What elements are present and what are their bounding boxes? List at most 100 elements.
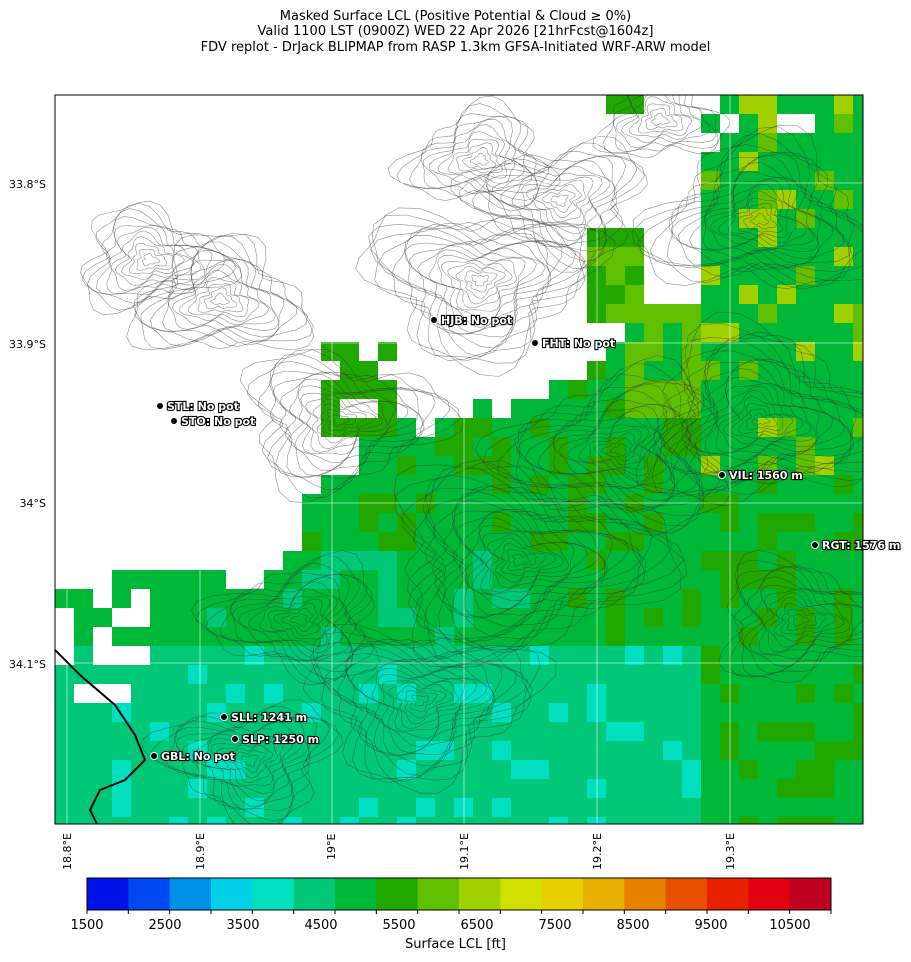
colorbar-swatch	[707, 878, 749, 910]
contour-line	[532, 184, 582, 219]
heatmap-cell	[188, 798, 207, 817]
heatmap-cell	[777, 684, 796, 703]
heatmap-cell	[264, 646, 283, 665]
heatmap-cell	[530, 684, 549, 703]
heatmap-cell	[682, 532, 701, 551]
heatmap-cell	[644, 570, 663, 589]
heatmap-cell	[416, 722, 435, 741]
heatmap-cell	[74, 627, 93, 646]
heatmap-cell	[701, 817, 720, 824]
heatmap-cell	[169, 665, 188, 684]
heatmap-cell	[701, 608, 720, 627]
heatmap-cell	[359, 722, 378, 741]
heatmap-cell	[93, 741, 112, 760]
heatmap-cell	[435, 798, 454, 817]
heatmap-cell	[625, 437, 644, 456]
heatmap-cell	[739, 589, 758, 608]
heatmap-cell	[587, 722, 606, 741]
heatmap-cell	[188, 779, 207, 798]
heatmap-cell	[853, 152, 863, 171]
heatmap-cell	[378, 646, 397, 665]
heatmap-cell	[359, 779, 378, 798]
heatmap-cell	[226, 817, 245, 824]
contour-line	[396, 103, 550, 208]
lon-label-18-8: 18.8°E	[61, 833, 74, 870]
heatmap-cell	[321, 741, 340, 760]
heatmap-cell	[188, 608, 207, 627]
heatmap-cell	[283, 798, 302, 817]
contour-line	[393, 464, 682, 668]
heatmap-cell	[150, 608, 169, 627]
heatmap-cell	[302, 589, 321, 608]
heatmap-cell	[777, 133, 796, 152]
heatmap-cell	[796, 646, 815, 665]
contour-line	[195, 554, 375, 685]
heatmap-cell	[625, 684, 644, 703]
heatmap-cell	[587, 532, 606, 551]
heatmap-cell	[302, 798, 321, 817]
heatmap-cell	[169, 684, 188, 703]
heatmap-cell	[663, 323, 682, 342]
heatmap-cell	[492, 798, 511, 817]
contour-line	[722, 389, 804, 445]
heatmap-cell	[321, 779, 340, 798]
contour-line	[735, 565, 863, 677]
heatmap-cell	[321, 551, 340, 570]
heatmap-cell	[587, 665, 606, 684]
colorbar-tick-9500: 9500	[694, 918, 728, 933]
heatmap-cell	[606, 760, 625, 779]
heatmap-cell	[644, 513, 663, 532]
heatmap-cell	[606, 703, 625, 722]
heatmap-cell	[606, 779, 625, 798]
heatmap-cell	[815, 608, 834, 627]
heatmap-cell	[853, 684, 863, 703]
heatmap-cell	[644, 646, 663, 665]
heatmap-cell	[796, 266, 815, 285]
heatmap-cell	[302, 513, 321, 532]
heatmap-cell	[587, 285, 606, 304]
heatmap-cell	[359, 817, 378, 824]
heatmap-cell	[777, 570, 796, 589]
heatmap-cell	[815, 513, 834, 532]
heatmap-cell	[796, 209, 815, 228]
heatmap-cell	[321, 760, 340, 779]
station-label: SLL: 1241 m	[231, 711, 307, 724]
heatmap-cell	[245, 608, 264, 627]
contour-line	[787, 609, 817, 631]
heatmap-cell	[74, 646, 93, 665]
heatmap-cell	[834, 722, 853, 741]
contour-line	[710, 184, 807, 247]
heatmap-cell	[739, 494, 758, 513]
heatmap-cell	[644, 494, 663, 513]
heatmap-cell	[131, 627, 150, 646]
heatmap-cell	[511, 646, 530, 665]
heatmap-cell	[378, 570, 397, 589]
heatmap-cell	[739, 190, 758, 209]
colorbar-title: Surface LCL [ft]	[405, 937, 506, 952]
heatmap-cell	[378, 494, 397, 513]
heatmap-cell	[93, 608, 112, 627]
heatmap-cell	[720, 741, 739, 760]
contour-line	[512, 554, 530, 567]
station-dot	[220, 713, 228, 721]
heatmap-cell	[397, 722, 416, 741]
title-line-2: Valid 1100 LST (0900Z) WED 22 Apr 2026 […	[257, 24, 654, 39]
heatmap-cell	[302, 627, 321, 646]
contour-line	[312, 631, 541, 781]
contour-line	[411, 694, 429, 707]
heatmap-cell	[796, 361, 815, 380]
heatmap-cell	[625, 304, 644, 323]
heatmap-cell	[264, 817, 283, 824]
contour-line	[368, 221, 586, 361]
heatmap-cell	[701, 798, 720, 817]
heatmap-cell	[701, 722, 720, 741]
heatmap-cell	[796, 608, 815, 627]
contour-line	[121, 236, 185, 280]
heatmap-cell	[853, 133, 863, 152]
contour-line	[501, 543, 547, 577]
heatmap-cell	[720, 95, 739, 114]
colorbar-swatch	[789, 878, 832, 910]
heatmap-cell	[777, 285, 796, 304]
heatmap-cell	[739, 171, 758, 190]
heatmap-cell	[568, 608, 587, 627]
